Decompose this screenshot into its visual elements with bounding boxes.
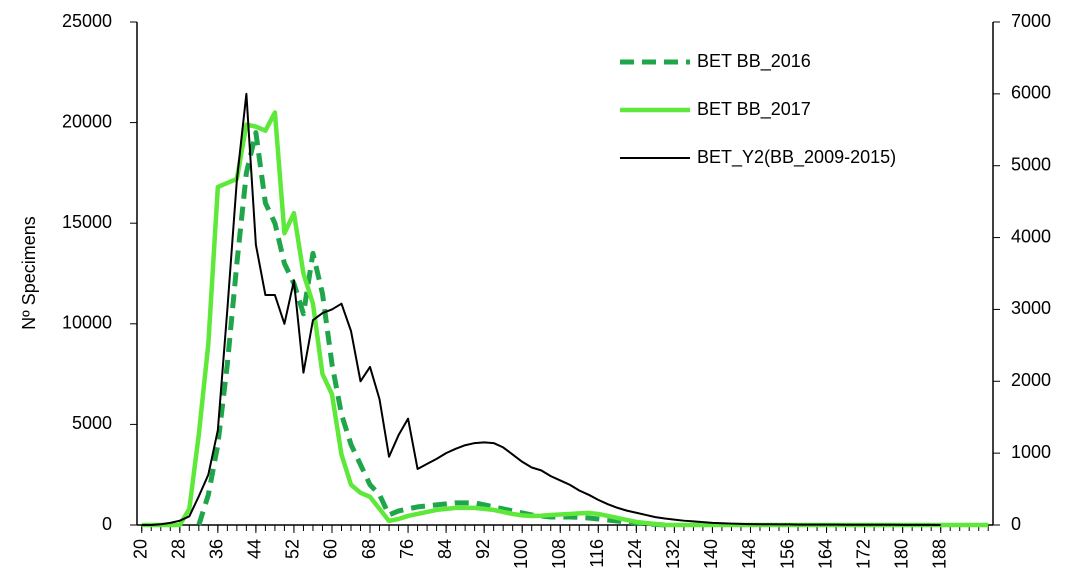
y2-tick-label: 2000 xyxy=(1011,370,1051,390)
y-axis-label: Nº Specimens xyxy=(19,216,39,330)
x-tick-label: 92 xyxy=(473,539,493,559)
x-tick-label: 180 xyxy=(891,539,911,569)
x-tick-label: 28 xyxy=(169,539,189,559)
data-line xyxy=(141,110,989,528)
y2-tick-label: 5000 xyxy=(1011,154,1051,174)
x-tick-label: 84 xyxy=(435,539,455,559)
x-tick-label: 108 xyxy=(549,539,569,569)
y-tick-label: 25000 xyxy=(62,11,112,31)
legend-label: BET BB_2017 xyxy=(697,99,811,120)
y-tick-label: 15000 xyxy=(62,212,112,232)
x-tick-label: 44 xyxy=(245,539,265,559)
y-tick-label: 5000 xyxy=(72,413,112,433)
x-tick-label: 132 xyxy=(663,539,683,569)
x-tick-label: 20 xyxy=(131,539,151,559)
y2-tick-label: 4000 xyxy=(1011,226,1051,246)
y2-tick-label: 1000 xyxy=(1011,442,1051,462)
x-tick-label: 116 xyxy=(587,539,607,568)
y-tick-label: 10000 xyxy=(62,313,112,333)
x-tick-label: 140 xyxy=(701,539,721,569)
y2-tick-label: 0 xyxy=(1011,514,1021,534)
legend-label: BET_Y2(BB_2009-2015) xyxy=(697,147,896,168)
data-line xyxy=(141,92,941,526)
y2-tick-label: 6000 xyxy=(1011,83,1051,103)
x-tick-label: 68 xyxy=(359,539,379,559)
x-tick-label: 52 xyxy=(283,539,303,559)
x-tick-label: 188 xyxy=(929,539,949,569)
x-tick-label: 100 xyxy=(511,539,531,569)
x-tick-label: 124 xyxy=(625,539,645,569)
x-tick-label: 156 xyxy=(777,539,797,569)
x-tick-label: 76 xyxy=(397,539,417,559)
y2-tick-label: 7000 xyxy=(1011,11,1051,31)
x-tick-label: 172 xyxy=(853,539,873,569)
x-tick-label: 60 xyxy=(321,539,341,559)
x-tick-label: 36 xyxy=(207,539,227,559)
y-tick-label: 0 xyxy=(102,514,112,534)
y2-tick-label: 3000 xyxy=(1011,298,1051,318)
data-line xyxy=(196,130,666,528)
x-tick-label: 148 xyxy=(739,539,759,569)
legend-label: BET BB_2016 xyxy=(697,51,811,72)
y-tick-label: 20000 xyxy=(62,111,112,131)
x-tick-label: 164 xyxy=(815,539,835,569)
